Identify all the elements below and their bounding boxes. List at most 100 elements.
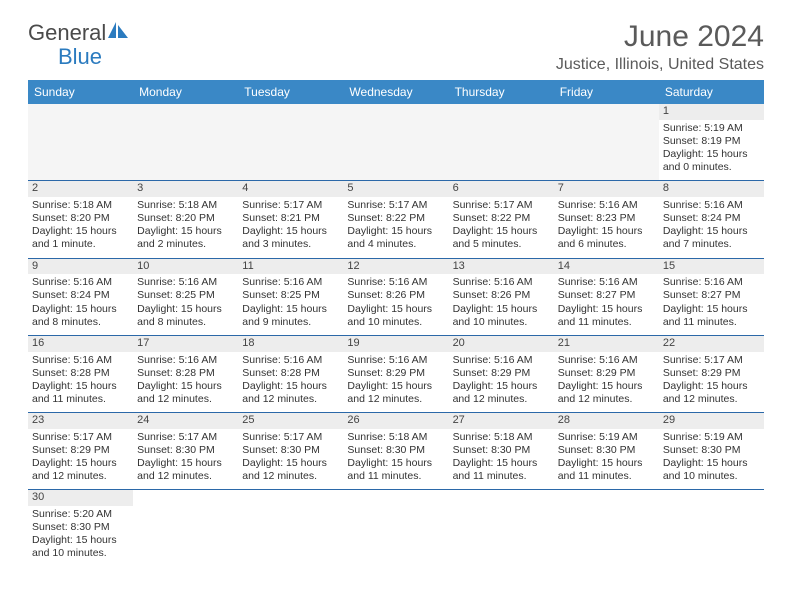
sunrise-text: Sunrise: 5:16 AM bbox=[453, 276, 550, 289]
day-number: 26 bbox=[343, 413, 448, 429]
daylight-text: Daylight: 15 hours and 0 minutes. bbox=[663, 148, 760, 174]
calendar-day-cell: 23Sunrise: 5:17 AMSunset: 8:29 PMDayligh… bbox=[28, 413, 133, 490]
location: Justice, Illinois, United States bbox=[556, 56, 764, 74]
calendar-day-cell: 4Sunrise: 5:17 AMSunset: 8:21 PMDaylight… bbox=[238, 181, 343, 258]
weekday-header: Friday bbox=[554, 80, 659, 104]
calendar-week: 9Sunrise: 5:16 AMSunset: 8:24 PMDaylight… bbox=[28, 258, 764, 335]
daylight-text: Daylight: 15 hours and 12 minutes. bbox=[242, 457, 339, 483]
sunset-text: Sunset: 8:24 PM bbox=[663, 212, 760, 225]
sunrise-text: Sunrise: 5:16 AM bbox=[242, 276, 339, 289]
calendar-empty-cell bbox=[133, 104, 238, 181]
calendar-empty-cell bbox=[343, 490, 448, 567]
month-title: June 2024 bbox=[556, 20, 764, 54]
daylight-text: Daylight: 15 hours and 12 minutes. bbox=[663, 380, 760, 406]
calendar-week: 1Sunrise: 5:19 AMSunset: 8:19 PMDaylight… bbox=[28, 104, 764, 181]
sunrise-text: Sunrise: 5:17 AM bbox=[242, 199, 339, 212]
calendar-day-cell: 9Sunrise: 5:16 AMSunset: 8:24 PMDaylight… bbox=[28, 258, 133, 335]
calendar-day-cell: 16Sunrise: 5:16 AMSunset: 8:28 PMDayligh… bbox=[28, 335, 133, 412]
sunset-text: Sunset: 8:25 PM bbox=[242, 289, 339, 302]
calendar-day-cell: 18Sunrise: 5:16 AMSunset: 8:28 PMDayligh… bbox=[238, 335, 343, 412]
daylight-text: Daylight: 15 hours and 7 minutes. bbox=[663, 225, 760, 251]
calendar-header-row: SundayMondayTuesdayWednesdayThursdayFrid… bbox=[28, 80, 764, 104]
sunrise-text: Sunrise: 5:17 AM bbox=[347, 199, 444, 212]
daylight-text: Daylight: 15 hours and 12 minutes. bbox=[242, 380, 339, 406]
daylight-text: Daylight: 15 hours and 11 minutes. bbox=[347, 457, 444, 483]
calendar-day-cell: 15Sunrise: 5:16 AMSunset: 8:27 PMDayligh… bbox=[659, 258, 764, 335]
calendar-empty-cell bbox=[449, 104, 554, 181]
daylight-text: Daylight: 15 hours and 2 minutes. bbox=[137, 225, 234, 251]
sunrise-text: Sunrise: 5:16 AM bbox=[663, 199, 760, 212]
sunset-text: Sunset: 8:25 PM bbox=[137, 289, 234, 302]
daylight-text: Daylight: 15 hours and 11 minutes. bbox=[663, 303, 760, 329]
daylight-text: Daylight: 15 hours and 11 minutes. bbox=[453, 457, 550, 483]
calendar-day-cell: 26 Sunrise: 5:18 AMSunset: 8:30 PMDayligh… bbox=[343, 413, 448, 490]
sunrise-text: Sunrise: 5:18 AM bbox=[347, 431, 444, 444]
day-number: 20 bbox=[449, 336, 554, 352]
day-number: 29 bbox=[659, 413, 764, 429]
calendar-day-cell: 14Sunrise: 5:16 AMSunset: 8:27 PMDayligh… bbox=[554, 258, 659, 335]
daylight-text: Daylight: 15 hours and 6 minutes. bbox=[558, 225, 655, 251]
sunset-text: Sunset: 8:28 PM bbox=[32, 367, 129, 380]
day-number: 19 bbox=[343, 336, 448, 352]
sunset-text: Sunset: 8:29 PM bbox=[663, 367, 760, 380]
weekday-header: Wednesday bbox=[343, 80, 448, 104]
calendar-empty-cell bbox=[133, 490, 238, 567]
sunset-text: Sunset: 8:30 PM bbox=[453, 444, 550, 457]
calendar-day-cell: 11Sunrise: 5:16 AMSunset: 8:25 PMDayligh… bbox=[238, 258, 343, 335]
calendar-empty-cell bbox=[238, 104, 343, 181]
sunset-text: Sunset: 8:30 PM bbox=[347, 444, 444, 457]
daylight-text: Daylight: 15 hours and 11 minutes. bbox=[558, 303, 655, 329]
sunrise-text: Sunrise: 5:19 AM bbox=[663, 122, 760, 135]
daylight-text: Daylight: 15 hours and 9 minutes. bbox=[242, 303, 339, 329]
daylight-text: Daylight: 15 hours and 8 minutes. bbox=[137, 303, 234, 329]
day-number: 3 bbox=[133, 181, 238, 197]
sunrise-text: Sunrise: 5:17 AM bbox=[137, 431, 234, 444]
calendar-week: 23Sunrise: 5:17 AMSunset: 8:29 PMDayligh… bbox=[28, 413, 764, 490]
calendar-day-cell: 22Sunrise: 5:17 AMSunset: 8:29 PMDayligh… bbox=[659, 335, 764, 412]
sunset-text: Sunset: 8:26 PM bbox=[453, 289, 550, 302]
sunset-text: Sunset: 8:28 PM bbox=[137, 367, 234, 380]
calendar-day-cell: 27Sunrise: 5:18 AMSunset: 8:30 PMDayligh… bbox=[449, 413, 554, 490]
sunset-text: Sunset: 8:27 PM bbox=[558, 289, 655, 302]
day-number: 10 bbox=[133, 259, 238, 275]
sunrise-text: Sunrise: 5:18 AM bbox=[32, 199, 129, 212]
calendar-day-cell: 7Sunrise: 5:16 AMSunset: 8:23 PMDaylight… bbox=[554, 181, 659, 258]
daylight-text: Daylight: 15 hours and 5 minutes. bbox=[453, 225, 550, 251]
sunrise-text: Sunrise: 5:16 AM bbox=[558, 354, 655, 367]
sunset-text: Sunset: 8:30 PM bbox=[32, 521, 129, 534]
calendar-day-cell: 29Sunrise: 5:19 AMSunset: 8:30 PMDayligh… bbox=[659, 413, 764, 490]
daylight-text: Daylight: 15 hours and 12 minutes. bbox=[32, 457, 129, 483]
calendar-empty-cell bbox=[554, 104, 659, 181]
sunset-text: Sunset: 8:20 PM bbox=[137, 212, 234, 225]
weekday-header: Tuesday bbox=[238, 80, 343, 104]
day-number: 25 bbox=[238, 413, 343, 429]
sunrise-text: Sunrise: 5:17 AM bbox=[242, 431, 339, 444]
day-number: 27 bbox=[449, 413, 554, 429]
daylight-text: Daylight: 15 hours and 11 minutes. bbox=[558, 457, 655, 483]
day-number: 16 bbox=[28, 336, 133, 352]
sunset-text: Sunset: 8:28 PM bbox=[242, 367, 339, 380]
calendar-day-cell: 6Sunrise: 5:17 AMSunset: 8:22 PMDaylight… bbox=[449, 181, 554, 258]
daylight-text: Daylight: 15 hours and 12 minutes. bbox=[453, 380, 550, 406]
calendar-day-cell: 5Sunrise: 5:17 AMSunset: 8:22 PMDaylight… bbox=[343, 181, 448, 258]
weekday-header: Monday bbox=[133, 80, 238, 104]
sunset-text: Sunset: 8:23 PM bbox=[558, 212, 655, 225]
calendar-empty-cell bbox=[238, 490, 343, 567]
sunrise-text: Sunrise: 5:16 AM bbox=[242, 354, 339, 367]
calendar-day-cell: 24Sunrise: 5:17 AMSunset: 8:30 PMDayligh… bbox=[133, 413, 238, 490]
daylight-text: Daylight: 15 hours and 4 minutes. bbox=[347, 225, 444, 251]
sunset-text: Sunset: 8:29 PM bbox=[32, 444, 129, 457]
calendar-day-cell: 20Sunrise: 5:16 AMSunset: 8:29 PMDayligh… bbox=[449, 335, 554, 412]
calendar-day-cell: 2Sunrise: 5:18 AMSunset: 8:20 PMDaylight… bbox=[28, 181, 133, 258]
calendar-empty-cell bbox=[554, 490, 659, 567]
sunrise-text: Sunrise: 5:16 AM bbox=[137, 276, 234, 289]
sunset-text: Sunset: 8:30 PM bbox=[137, 444, 234, 457]
daylight-text: Daylight: 15 hours and 10 minutes. bbox=[32, 534, 129, 560]
weekday-header: Thursday bbox=[449, 80, 554, 104]
sunset-text: Sunset: 8:29 PM bbox=[453, 367, 550, 380]
sunset-text: Sunset: 8:22 PM bbox=[453, 212, 550, 225]
calendar-day-cell: 19Sunrise: 5:16 AMSunset: 8:29 PMDayligh… bbox=[343, 335, 448, 412]
brand-part1: General bbox=[28, 20, 106, 46]
calendar-day-cell: 21Sunrise: 5:16 AMSunset: 8:29 PMDayligh… bbox=[554, 335, 659, 412]
day-number: 15 bbox=[659, 259, 764, 275]
